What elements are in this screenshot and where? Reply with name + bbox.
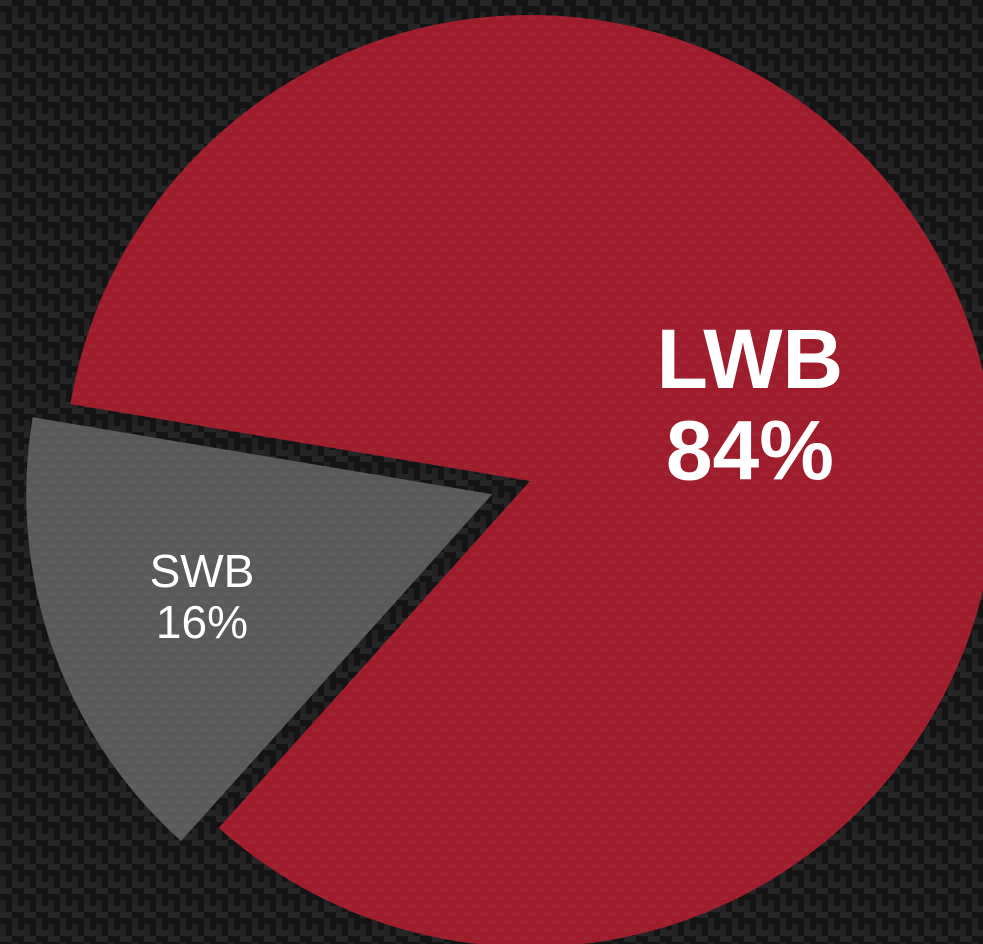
value-label: 84% <box>666 404 834 498</box>
category-label: SWB <box>150 545 255 597</box>
slice-label: SWB 16% <box>150 545 255 648</box>
value-label: 16% <box>156 596 248 648</box>
category-label: LWB <box>657 312 844 406</box>
slice-label: LWB 84% <box>657 312 844 498</box>
pie-labels: LWB 84% SWB 16% <box>150 312 844 648</box>
